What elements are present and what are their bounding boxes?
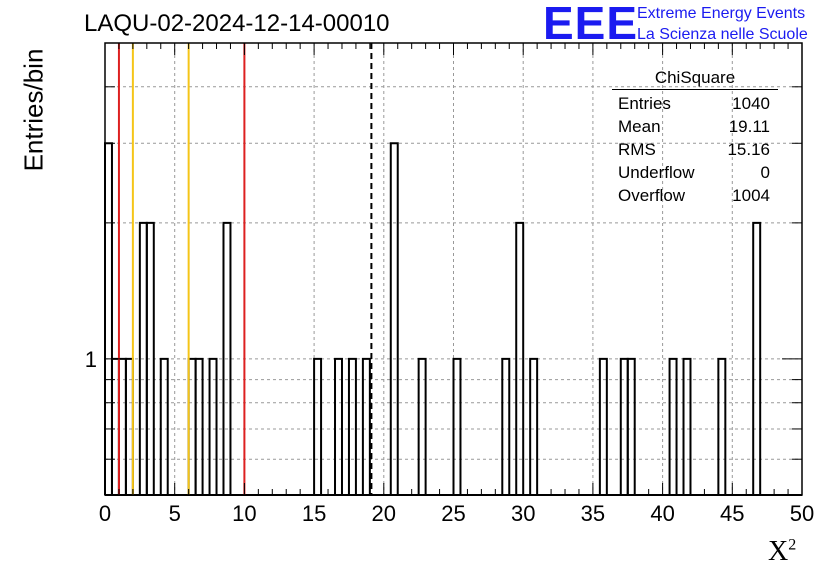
stats-row-overflow: Overflow 1004 (612, 184, 778, 207)
histogram-bin (682, 357, 692, 495)
x-axis-label-base: X (768, 536, 789, 567)
histogram-bin (529, 357, 539, 495)
stats-value: 0 (760, 163, 770, 182)
x-tick-label: 0 (99, 501, 111, 526)
histogram-bin (104, 142, 113, 495)
histogram-bin (334, 357, 343, 495)
y-tick-label: 1 (85, 347, 97, 372)
x-tick-label: 25 (441, 501, 465, 526)
x-tick-label: 15 (302, 501, 326, 526)
stats-label: RMS (618, 140, 656, 159)
logo-line-2: La Scienza nelle Scuole (637, 26, 808, 43)
histogram-bin (159, 357, 169, 495)
x-tick-label: 50 (790, 501, 814, 526)
histogram-bin (417, 357, 427, 495)
histogram-bin (501, 357, 511, 495)
stats-row-rms: RMS 15.16 (612, 138, 778, 161)
stats-box: ChiSquare Entries 1040 Mean 19.11 RMS 15.16… (612, 68, 778, 207)
histogram-bin (361, 357, 371, 495)
y-axis-label: Entries/bin (18, 48, 49, 172)
stats-row-entries: Entries 1040 (612, 92, 778, 115)
axes: 0 5 10 15 20 25 30 35 40 45 50 1 (85, 42, 814, 526)
stats-label: Mean (618, 117, 661, 136)
eee-logo: EEE (543, 0, 639, 49)
histogram-bin (208, 357, 218, 495)
histogram-bin (668, 357, 678, 495)
stats-value: 19.11 (728, 117, 770, 136)
stats-label: Underflow (618, 163, 695, 182)
x-tick-label: 45 (720, 501, 744, 526)
histogram-bin (222, 221, 232, 495)
x-tick-label: 5 (169, 501, 181, 526)
stats-value: 15.16 (727, 140, 770, 159)
chart-title: LAQU-02-2024-12-14-00010 (84, 10, 390, 37)
eee-logo-text: Extreme Energy Events La Scienza nelle S… (637, 3, 808, 45)
logo-line-1: Extreme Energy Events (637, 5, 806, 22)
histogram-bin (194, 357, 204, 495)
histogram-bin (389, 142, 399, 495)
x-tick-label: 10 (232, 501, 256, 526)
reference-lines (117, 43, 373, 495)
x-tick-label: 30 (511, 501, 535, 526)
stats-row-mean: Mean 19.11 (612, 115, 778, 138)
stats-label: Entries (618, 94, 671, 113)
stats-title: ChiSquare (612, 68, 778, 90)
histogram-bin (598, 357, 608, 495)
x-axis-label: X2 (768, 536, 796, 568)
histogram-bin (717, 357, 727, 495)
x-tick-label: 40 (650, 501, 674, 526)
histogram-bin (752, 221, 762, 495)
stats-label: Overflow (618, 186, 686, 205)
stats-value: 1004 (732, 186, 770, 205)
histogram-bin (145, 221, 155, 495)
x-axis-label-superscript: 2 (788, 536, 797, 554)
x-tick-label: 35 (581, 501, 605, 526)
histogram-bin (626, 357, 636, 495)
stats-row-underflow: Underflow 0 (612, 161, 778, 184)
histogram-bin (347, 357, 357, 495)
x-tick-label: 20 (372, 501, 396, 526)
stats-value: 1040 (732, 94, 770, 113)
histogram-bin (313, 357, 323, 495)
histogram-bin (452, 357, 462, 495)
histogram-bin (515, 221, 525, 495)
